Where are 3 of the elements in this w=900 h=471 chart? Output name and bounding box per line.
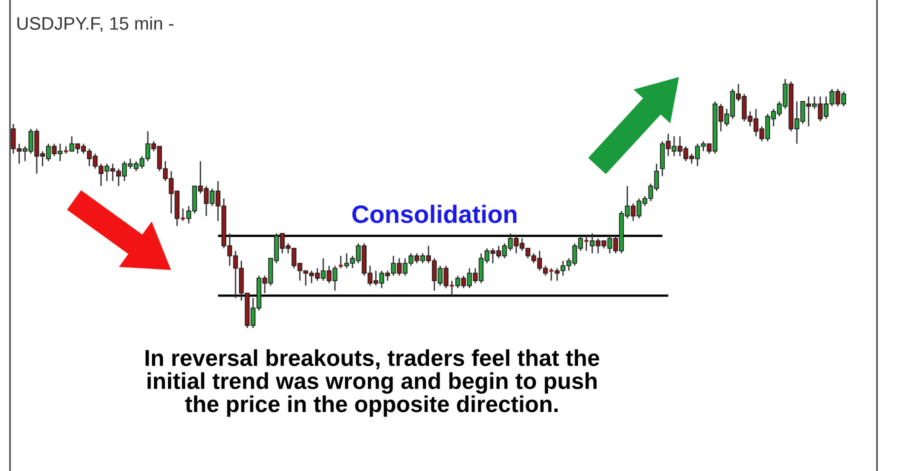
chart-title: USDJPY.F, 15 min - [17,16,174,32]
text: In reversal breakouts, traders feel that the initial trend was wrong and begin to push the price in the opposite direction. [146,349,600,417]
annotation: Consolidation [352,204,516,224]
